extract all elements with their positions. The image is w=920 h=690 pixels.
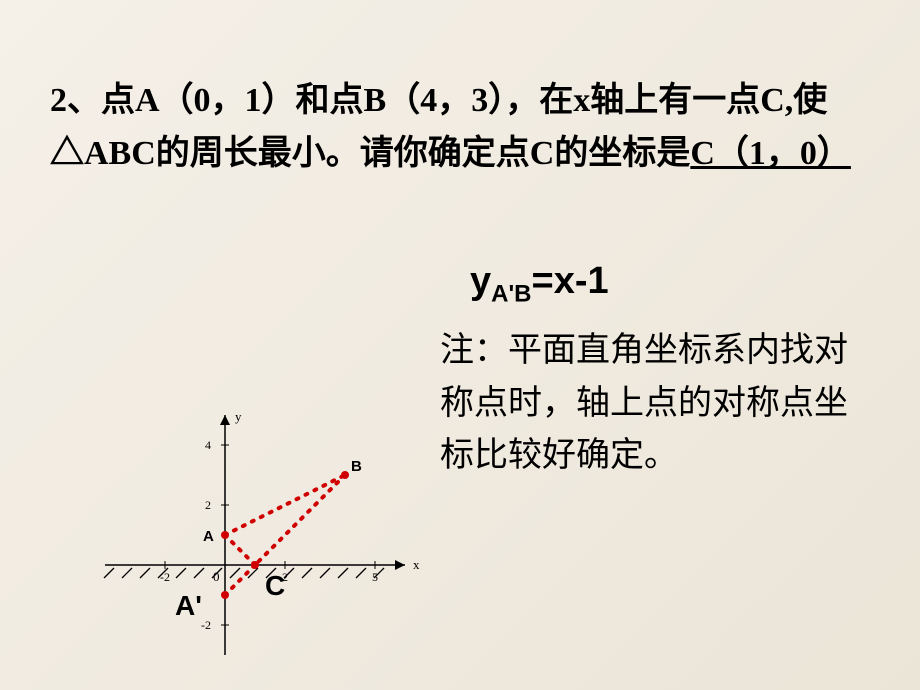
problem-text: 2、点A（0，1）和点B（4，3），在x轴上有一点C,使△ABC的周长最小。请你…: [50, 75, 860, 180]
svg-text:B: B: [351, 458, 362, 475]
eq-sub: A'B: [491, 281, 531, 308]
svg-text:y: y: [235, 409, 242, 424]
svg-text:x: x: [413, 557, 420, 572]
svg-text:2: 2: [205, 498, 211, 512]
svg-text:4: 4: [205, 438, 211, 452]
svg-text:C: C: [265, 570, 285, 601]
eq-var: y: [470, 260, 491, 302]
svg-text:-2: -2: [160, 570, 170, 584]
slide: 2、点A（0，1）和点B（4，3），在x轴上有一点C,使△ABC的周长最小。请你…: [0, 0, 920, 690]
note-text: 注：平面直角坐标系内找对称点时，轴上点的对称点坐标比较好确定。: [440, 325, 880, 483]
svg-text:A': A': [175, 590, 202, 621]
svg-text:-2: -2: [201, 618, 211, 632]
eq-rhs: =x-1: [532, 260, 609, 302]
svg-text:0: 0: [213, 569, 220, 584]
coordinate-graph: 24-225-2xy0ABCA': [85, 280, 445, 680]
graph-svg: 24-225-2xy0ABCA': [85, 280, 445, 680]
problem-answer: C（1，0）: [690, 135, 851, 172]
line-equation: yA'B=x-1: [470, 260, 609, 309]
svg-text:A: A: [203, 528, 214, 545]
